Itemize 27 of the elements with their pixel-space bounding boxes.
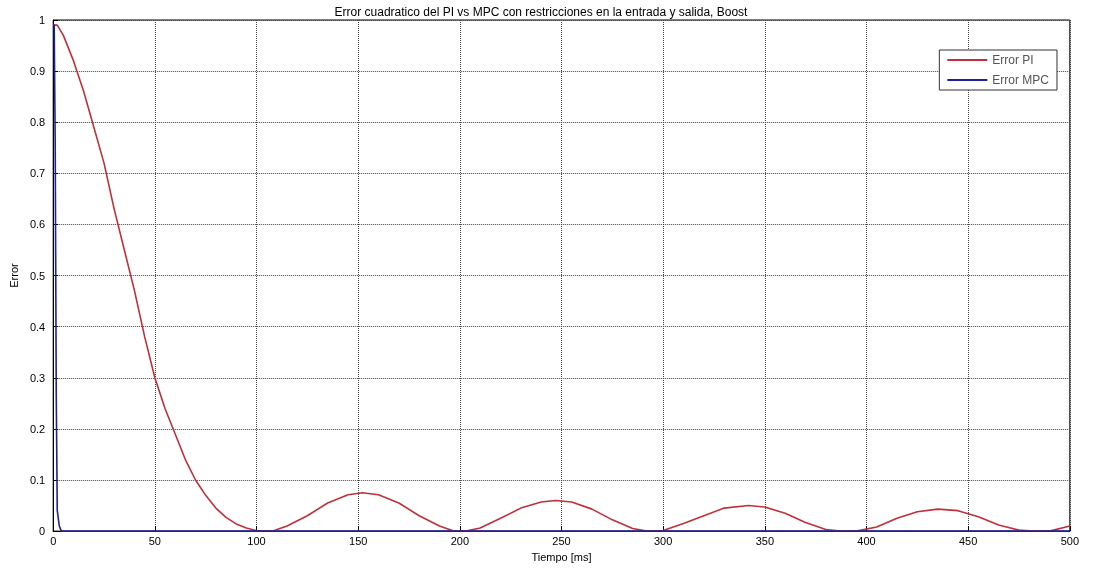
x-tick-label: 250 (552, 534, 571, 547)
x-tick-label: 150 (349, 534, 368, 547)
y-tick-label: 0.2 (29, 422, 46, 435)
x-tick-label: 350 (755, 534, 775, 547)
x-tick-label: 400 (857, 534, 876, 547)
chart-title: Error cuadratico del PI vs MPC con restricciones en la entrada y salida, Boost (334, 5, 749, 19)
x-tick-label: 0 (50, 534, 57, 547)
y-tick-label: 0 (39, 525, 46, 538)
legend-label: Error PI (992, 53, 1034, 67)
y-axis-title: Error (7, 263, 20, 288)
y-tick-label: 0.7 (29, 167, 46, 180)
x-axis-title: Tiempo [ms] (531, 550, 592, 563)
legend-label: Error MPC (992, 73, 1050, 87)
y-tick-label: 0.5 (29, 269, 46, 282)
y-tick-label: 0.9 (29, 65, 46, 78)
x-tick-label: 300 (653, 534, 673, 547)
y-tick-label: 1 (39, 14, 46, 26)
y-tick-label: 0.8 (29, 116, 46, 129)
y-tick-label: 0.1 (29, 473, 46, 486)
x-tick-label: 500 (1060, 534, 1079, 547)
x-tick-label: 200 (450, 534, 470, 547)
y-tick-label: 0.3 (29, 371, 46, 384)
x-tick-label: 450 (958, 534, 978, 547)
x-tick-label: 50 (148, 534, 161, 547)
y-tick-label: 0.6 (29, 218, 46, 231)
y-tick-label: 0.4 (29, 320, 46, 333)
x-tick-label: 100 (247, 534, 266, 547)
